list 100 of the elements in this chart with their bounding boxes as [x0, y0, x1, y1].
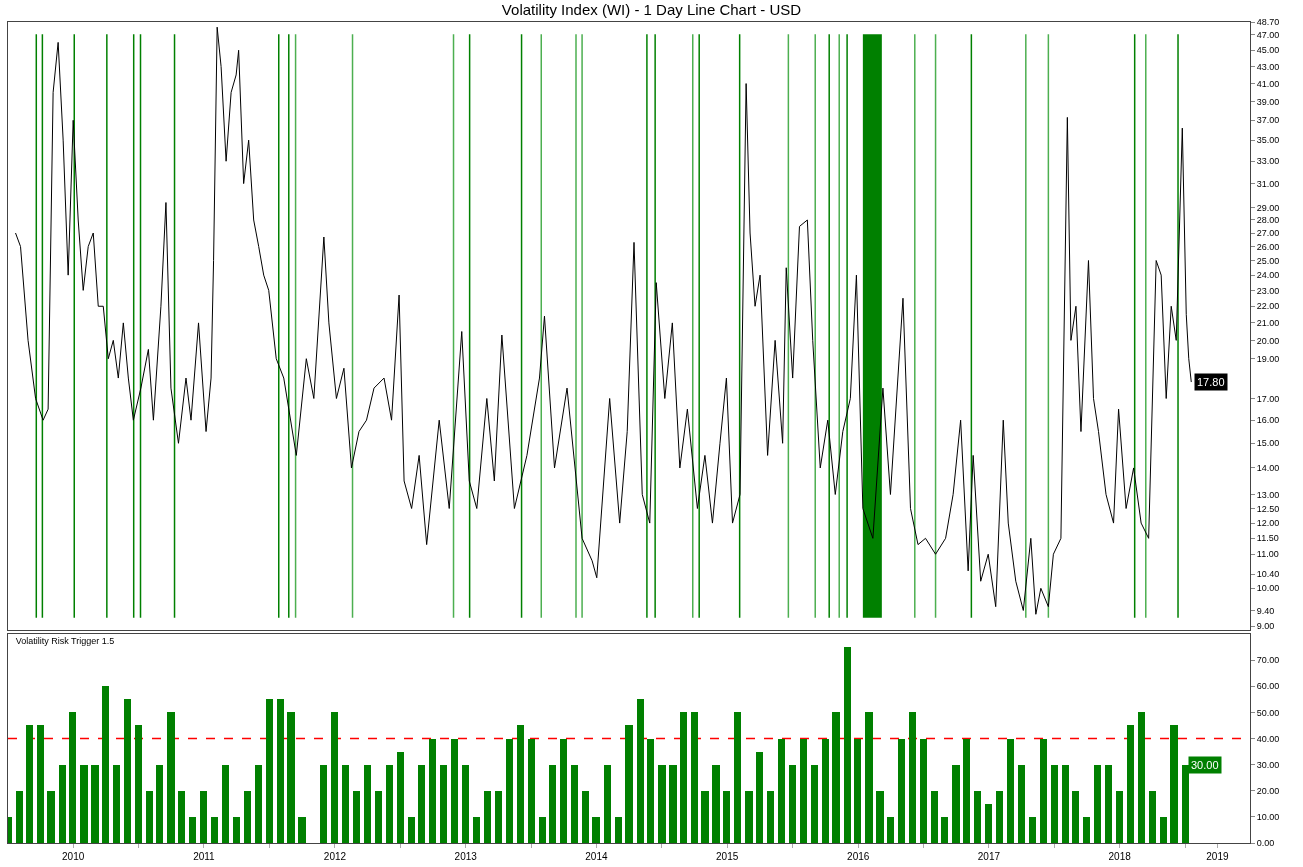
bar: [538, 816, 546, 843]
y-tick-label: 29.00: [1256, 202, 1280, 213]
bar: [232, 816, 241, 843]
bar: [690, 712, 698, 843]
bar: [418, 764, 426, 843]
bar: [548, 764, 556, 843]
bar: [342, 764, 350, 843]
y-tick-label: 50.00: [1256, 707, 1280, 718]
bar: [451, 738, 459, 843]
bar: [1170, 725, 1178, 843]
bar: [1017, 764, 1026, 843]
y-tick-label: 70.00: [1256, 655, 1280, 666]
bar: [167, 712, 175, 843]
bar: [320, 764, 328, 843]
bar: [244, 790, 252, 843]
y-tick-label: 28.00: [1256, 215, 1280, 226]
y-tick-label: 20.00: [1256, 785, 1280, 796]
bar: [1061, 764, 1070, 843]
bar: [876, 790, 884, 843]
y-tick-label: 24.00: [1256, 270, 1280, 281]
bar: [80, 764, 88, 843]
y-tick-label: 12.50: [1256, 503, 1280, 514]
bar: [745, 790, 753, 843]
bar: [777, 738, 786, 843]
bar: [625, 725, 633, 843]
y-tick-label: 20.00: [1256, 335, 1280, 346]
y-tick-label: 35.00: [1256, 135, 1280, 146]
bar: [931, 790, 939, 843]
bar: [429, 738, 437, 843]
annotation: 30.00: [1191, 759, 1219, 771]
chart-title: Volatility Index (WI) - 1 Day Line Chart - USD: [501, 0, 802, 18]
bar: [984, 803, 993, 843]
bar: [1083, 816, 1091, 843]
y-tick-label: 19.00: [1256, 353, 1280, 364]
bar: [91, 764, 99, 843]
bar: [363, 764, 372, 843]
y-tick-label: 15.00: [1256, 438, 1280, 449]
y-tick-label: 14.00: [1256, 463, 1280, 474]
y-tick-label: 31.00: [1256, 178, 1280, 189]
bar: [254, 764, 262, 843]
bar: [199, 790, 208, 843]
bar: [800, 738, 808, 843]
bar: [265, 699, 274, 843]
bar: [1072, 790, 1080, 843]
x-tick-label: 2013: [454, 851, 478, 862]
bar: [461, 764, 469, 843]
bar: [854, 738, 862, 843]
bar: [472, 816, 481, 843]
bar: [189, 816, 197, 843]
bar: [581, 790, 589, 843]
y-tick-label: 30.00: [1256, 759, 1280, 770]
bar: [298, 816, 306, 843]
x-tick-label: 2014: [585, 851, 608, 862]
bar: [1126, 725, 1134, 843]
bar: [135, 725, 143, 843]
bar: [124, 699, 132, 843]
bar: [679, 712, 687, 843]
bar: [614, 816, 622, 843]
bar: [1007, 738, 1015, 843]
bar: [952, 764, 960, 843]
bar: [963, 738, 971, 843]
bar: [658, 764, 666, 843]
y-tick-label: 16.00: [1256, 415, 1280, 426]
bar: [603, 764, 611, 843]
bar: [156, 764, 164, 843]
bar: [920, 738, 928, 843]
bar: [408, 816, 416, 843]
x-tick-label: 2010: [62, 851, 85, 862]
bar: [211, 816, 219, 843]
bar: [909, 712, 917, 843]
bar: [887, 816, 895, 843]
y-tick-label: 47.00: [1256, 29, 1280, 40]
bar: [832, 712, 840, 843]
y-tick-label: 11.00: [1256, 549, 1279, 560]
bar: [276, 699, 285, 843]
x-tick-label: 2016: [847, 851, 870, 862]
bar: [69, 712, 77, 843]
bar: [1039, 738, 1047, 843]
bar: [1104, 764, 1113, 843]
bar: [331, 712, 339, 843]
bar: [810, 764, 818, 843]
y-tick-label: 10.00: [1256, 812, 1280, 823]
bar: [701, 790, 709, 843]
bar: [636, 699, 644, 843]
bar: [494, 790, 502, 843]
bar: [559, 738, 568, 843]
bar: [1029, 816, 1037, 843]
y-tick-label: 45.00: [1256, 45, 1280, 56]
bar: [1050, 764, 1059, 843]
y-tick-label: 12.00: [1256, 518, 1280, 529]
y-tick-label: 10.40: [1256, 569, 1280, 580]
y-tick-label: 33.00: [1256, 156, 1280, 167]
y-tick-label: 13.00: [1256, 489, 1280, 500]
bar: [1115, 790, 1123, 843]
x-tick-label: 2012: [323, 851, 347, 862]
y-tick-label: 43.00: [1256, 61, 1280, 72]
bar: [712, 764, 720, 843]
line-series: [15, 26, 1192, 615]
bar: [1093, 764, 1102, 843]
bar: [385, 764, 393, 843]
